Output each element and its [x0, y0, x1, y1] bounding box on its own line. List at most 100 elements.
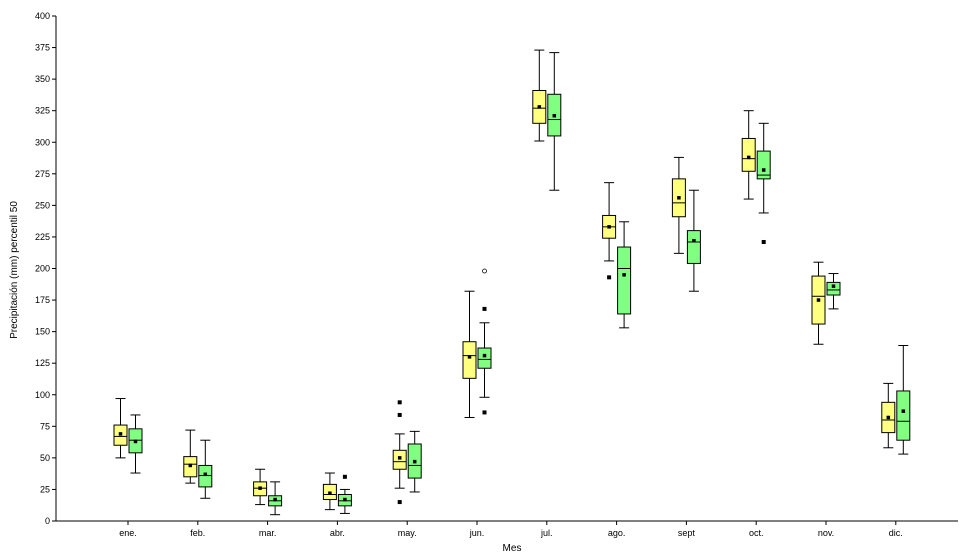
- mean-marker: [607, 225, 611, 229]
- box-group: [686, 189, 701, 292]
- y-tick-label: 25: [40, 484, 50, 494]
- mean-marker: [692, 238, 696, 243]
- x-tick-label: may.: [398, 528, 417, 538]
- mean-marker: [482, 353, 487, 358]
- x-tick-label: sept: [678, 528, 696, 538]
- box-group: [392, 400, 407, 505]
- box-iqr: [756, 150, 771, 180]
- mean-marker: [397, 456, 402, 460]
- x-tick-label: jun.: [469, 528, 485, 538]
- outlier-point: [397, 412, 402, 417]
- box-group: [671, 156, 686, 254]
- mean-marker: [118, 432, 123, 436]
- box-group: [532, 49, 547, 142]
- box-group: [741, 110, 756, 200]
- mean-marker: [203, 472, 208, 477]
- y-tick-label: 400: [35, 11, 50, 21]
- mean-marker: [886, 415, 891, 420]
- outlier-point: [482, 410, 487, 415]
- mean-marker: [273, 497, 277, 502]
- y-tick-label: 0: [45, 516, 50, 526]
- mean-marker: [677, 196, 681, 200]
- y-tick-label: 325: [35, 106, 50, 116]
- box-group: [477, 268, 492, 415]
- x-axis-title: Mes: [503, 543, 522, 552]
- y-tick-label: 75: [40, 421, 50, 431]
- box-group: [602, 182, 617, 280]
- box-iqr: [392, 449, 407, 470]
- box-group: [547, 52, 562, 191]
- x-tick-label: feb.: [190, 528, 205, 538]
- box-iqr: [462, 341, 477, 379]
- mean-marker: [552, 113, 557, 118]
- box-iqr: [477, 347, 492, 369]
- x-tick-label: dic.: [889, 528, 903, 538]
- box-iqr: [686, 230, 701, 264]
- mean-marker: [816, 298, 821, 302]
- box-group: [198, 439, 213, 499]
- y-tick-label: 175: [35, 295, 50, 305]
- box-iqr: [826, 281, 841, 296]
- mean-marker: [328, 491, 332, 495]
- mean-marker: [467, 355, 472, 359]
- box-group: [881, 382, 896, 449]
- outlier-point: [342, 474, 347, 479]
- mean-marker: [622, 273, 626, 277]
- mean-marker: [831, 284, 836, 288]
- y-tick-label: 250: [35, 200, 50, 210]
- x-tick-label: ago.: [608, 528, 626, 538]
- box-iqr: [896, 390, 911, 441]
- y-tick-label: 125: [35, 358, 50, 368]
- outlier-point: [397, 400, 402, 405]
- mean-marker: [761, 168, 766, 172]
- mean-marker: [412, 459, 417, 464]
- mean-marker: [188, 463, 193, 468]
- box-group: [183, 429, 198, 484]
- box-group: [113, 398, 128, 459]
- box-group: [407, 430, 422, 493]
- y-tick-label: 375: [35, 43, 50, 53]
- box-group: [322, 472, 337, 511]
- box-iqr: [617, 246, 632, 315]
- y-tick-label: 300: [35, 137, 50, 147]
- y-tick-label: 50: [40, 453, 50, 463]
- x-tick-label: jul.: [540, 528, 553, 538]
- x-tick-label: abr.: [330, 528, 345, 538]
- outlier-point: [397, 500, 402, 505]
- y-tick-label: 100: [35, 390, 50, 400]
- box-iqr: [198, 464, 213, 488]
- x-tick-label: oct.: [749, 528, 764, 538]
- box-group: [128, 414, 143, 474]
- y-tick-label: 275: [35, 169, 50, 179]
- box-group: [896, 345, 911, 455]
- x-tick-label: nov.: [818, 528, 834, 538]
- mean-marker: [746, 155, 751, 160]
- mean-marker: [537, 105, 542, 109]
- mean-marker: [343, 497, 347, 502]
- box-group: [617, 221, 632, 329]
- mean-marker: [258, 486, 262, 490]
- outlier-point: [607, 275, 612, 280]
- box-group: [811, 261, 826, 345]
- x-tick-label: ene.: [119, 528, 137, 538]
- box-group: [268, 481, 283, 516]
- box-group: [756, 122, 771, 244]
- mean-marker: [133, 439, 138, 444]
- y-tick-label: 225: [35, 232, 50, 242]
- box-group: [826, 273, 841, 310]
- box-group: [337, 474, 352, 514]
- y-axis-title: Precipitación (mm) percentil 50: [9, 201, 20, 339]
- y-tick-label: 150: [35, 327, 50, 337]
- extreme-outlier-point: [482, 268, 487, 274]
- mean-marker: [901, 409, 906, 413]
- x-tick-label: mar.: [259, 528, 277, 538]
- y-tick-label: 200: [35, 264, 50, 274]
- box-plot-area: [113, 49, 911, 516]
- box-group: [253, 468, 268, 506]
- outlier-point: [482, 306, 487, 311]
- box-iqr: [741, 137, 756, 172]
- outlier-point: [761, 239, 766, 244]
- y-tick-label: 350: [35, 74, 50, 84]
- box-group: [462, 290, 477, 418]
